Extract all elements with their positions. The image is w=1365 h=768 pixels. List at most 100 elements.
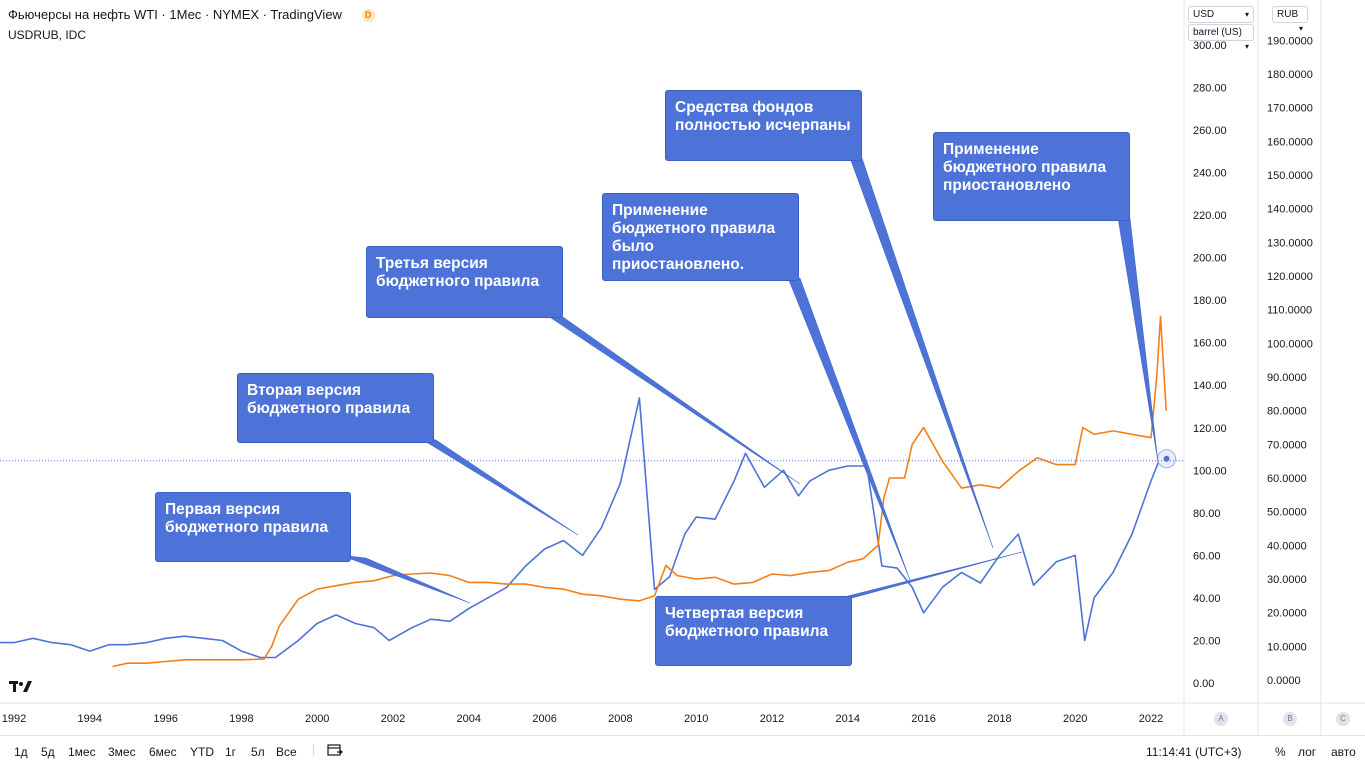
range-1m[interactable]: 1мес xyxy=(68,745,96,759)
left-axis-tick-label: 240.00 xyxy=(1193,168,1227,180)
right-axis-tick-label: 10.0000 xyxy=(1267,641,1307,653)
series-line-usdrub xyxy=(112,315,1167,668)
range-3m[interactable]: 3мес xyxy=(108,745,136,759)
left-axis-tick-label: 300.00 xyxy=(1193,40,1227,52)
x-tick-label: 1992 xyxy=(2,713,26,725)
chevron-down-icon: ▾ xyxy=(1298,24,1303,33)
left-axis-tick-label: 120.00 xyxy=(1193,423,1227,435)
right-axis-tick-label: 30.0000 xyxy=(1267,574,1307,586)
scale-a-button[interactable]: A xyxy=(1214,712,1228,726)
left-axis-tick-label: 0.00 xyxy=(1193,678,1214,690)
right-axis-tick-label: 90.0000 xyxy=(1267,372,1307,384)
tradingview-logo[interactable] xyxy=(8,676,36,698)
right-axis-tick-label: 80.0000 xyxy=(1267,406,1307,418)
x-tick-label: 2022 xyxy=(1139,713,1163,725)
currency-select[interactable]: USD ▾ xyxy=(1188,6,1254,23)
right-axis-tick-label: 110.0000 xyxy=(1267,305,1312,317)
percent-toggle[interactable]: % xyxy=(1275,745,1286,759)
x-tick-label: 1996 xyxy=(153,713,177,725)
right-axis-tick-label: 60.0000 xyxy=(1267,473,1307,485)
auto-toggle[interactable]: авто xyxy=(1331,745,1356,759)
chart-title: Фьючерсы на нефть WTI · 1Мес · NYMEX · T… xyxy=(8,7,342,22)
pointer-third-rule xyxy=(544,313,801,485)
log-toggle[interactable]: лог xyxy=(1298,745,1317,759)
x-tick-label: 1998 xyxy=(229,713,253,725)
x-tick-label: 2008 xyxy=(608,713,632,725)
scale-c-button[interactable]: C xyxy=(1336,712,1350,726)
range-all[interactable]: Все xyxy=(276,745,297,759)
legend-secondary-symbol[interactable]: USDRUB, IDC xyxy=(8,28,87,42)
right-axis-tick-label: 180.0000 xyxy=(1267,69,1313,81)
left-axis-tick-label: 180.00 xyxy=(1193,295,1227,307)
pointer-rule-suspended-2014 xyxy=(787,277,911,581)
x-tick-label: 2014 xyxy=(836,713,860,725)
x-tick-label: 2020 xyxy=(1063,713,1087,725)
pointer-rule-suspended-2022 xyxy=(1117,217,1159,463)
x-tick-label: 2004 xyxy=(457,713,481,725)
left-axis-tick-label: 200.00 xyxy=(1193,253,1227,265)
left-axis-tick-label: 220.00 xyxy=(1193,210,1227,222)
chevron-down-icon: ▾ xyxy=(1244,42,1249,51)
left-axis-tick-label: 60.00 xyxy=(1193,550,1221,562)
x-tick-label: 2012 xyxy=(760,713,784,725)
right-axis-tick-label: 140.0000 xyxy=(1267,204,1313,216)
annotation-fourth-rule[interactable]: Четвертая версия бюджетного правила xyxy=(655,596,852,666)
range-1d[interactable]: 1д xyxy=(14,745,28,759)
left-axis-tick-label: 140.00 xyxy=(1193,380,1227,392)
right-axis-tick-label: 20.0000 xyxy=(1267,608,1307,620)
rub-select[interactable]: RUB ▾ xyxy=(1272,6,1308,33)
right-axis-tick-label: 130.0000 xyxy=(1267,237,1313,249)
right-axis-tick-label: 0.0000 xyxy=(1267,675,1301,687)
range-6m[interactable]: 6мес xyxy=(149,745,177,759)
annotation-first-rule[interactable]: Первая версия бюджетного правила xyxy=(155,492,351,562)
x-tick-label: 2016 xyxy=(911,713,935,725)
left-axis-tick-label: 80.00 xyxy=(1193,508,1221,520)
left-axis-tick-label: 40.00 xyxy=(1193,593,1221,605)
unit-select[interactable]: barrel (US) ▾ xyxy=(1188,24,1254,51)
unit-select-value: barrel (US) xyxy=(1193,27,1242,38)
pointer-fourth-rule xyxy=(839,551,1023,599)
left-axis-tick-label: 100.00 xyxy=(1193,465,1227,477)
pointer-second-rule xyxy=(417,436,579,536)
right-axis-tick-label: 70.0000 xyxy=(1267,439,1307,451)
left-axis-tick-label: 20.00 xyxy=(1193,635,1221,647)
legend-main: Фьючерсы на нефть WTI · 1Мес · NYMEX · T… xyxy=(8,7,375,22)
x-tick-label: 1994 xyxy=(78,713,102,725)
delayed-data-badge[interactable]: D xyxy=(361,9,375,22)
right-axis-tick-label: 160.0000 xyxy=(1267,136,1313,148)
right-axis-tick-label: 50.0000 xyxy=(1267,507,1307,519)
range-1y[interactable]: 1г xyxy=(225,745,237,759)
toolbar-divider: | xyxy=(312,742,316,756)
left-axis-tick-label: 260.00 xyxy=(1193,125,1227,137)
x-tick-label: 2006 xyxy=(532,713,556,725)
range-5y[interactable]: 5л xyxy=(251,745,265,759)
annotation-rule-suspended-2022[interactable]: Применение бюджетного правила приостанов… xyxy=(933,132,1130,221)
clock-time[interactable]: 11:14:41 (UTC+3) xyxy=(1146,745,1242,759)
right-axis-tick-label: 170.0000 xyxy=(1267,103,1313,115)
chevron-down-icon: ▾ xyxy=(1244,10,1249,19)
scale-b-button[interactable]: B xyxy=(1283,712,1297,726)
right-axis-tick-label: 100.0000 xyxy=(1267,338,1313,350)
x-tick-label: 2002 xyxy=(381,713,405,725)
annotation-third-rule[interactable]: Третья версия бюджетного правила xyxy=(366,246,563,318)
annotation-funds-exhausted[interactable]: Средства фондов полностью исчерпаны xyxy=(665,90,862,161)
annotation-second-rule[interactable]: Вторая версия бюджетного правила xyxy=(237,373,434,443)
right-axis-tick-label: 190.0000 xyxy=(1267,35,1313,47)
range-5d[interactable]: 5д xyxy=(41,745,55,759)
left-axis-tick-label: 280.00 xyxy=(1193,82,1227,94)
right-axis-tick-label: 40.0000 xyxy=(1267,540,1307,552)
currency-select-value: USD xyxy=(1193,9,1215,20)
bottom-toolbar: 1д 5д 1мес 3мес 6мес YTD 1г 5л Все | 11:… xyxy=(0,735,1365,768)
left-axis-tick-label: 160.00 xyxy=(1193,338,1227,350)
x-tick-label: 2018 xyxy=(987,713,1011,725)
right-axis-tick-label: 150.0000 xyxy=(1267,170,1313,182)
x-tick-label: 2000 xyxy=(305,713,329,725)
annotation-rule-suspended-2014[interactable]: Применение бюджетного правила было приос… xyxy=(602,193,799,281)
rub-select-value: RUB xyxy=(1277,9,1299,20)
range-ytd[interactable]: YTD xyxy=(190,745,214,759)
current-point-marker xyxy=(1163,455,1170,462)
series-line-wti xyxy=(0,397,1160,659)
goto-date-icon[interactable] xyxy=(327,743,343,760)
right-axis-tick-label: 120.0000 xyxy=(1267,271,1313,283)
